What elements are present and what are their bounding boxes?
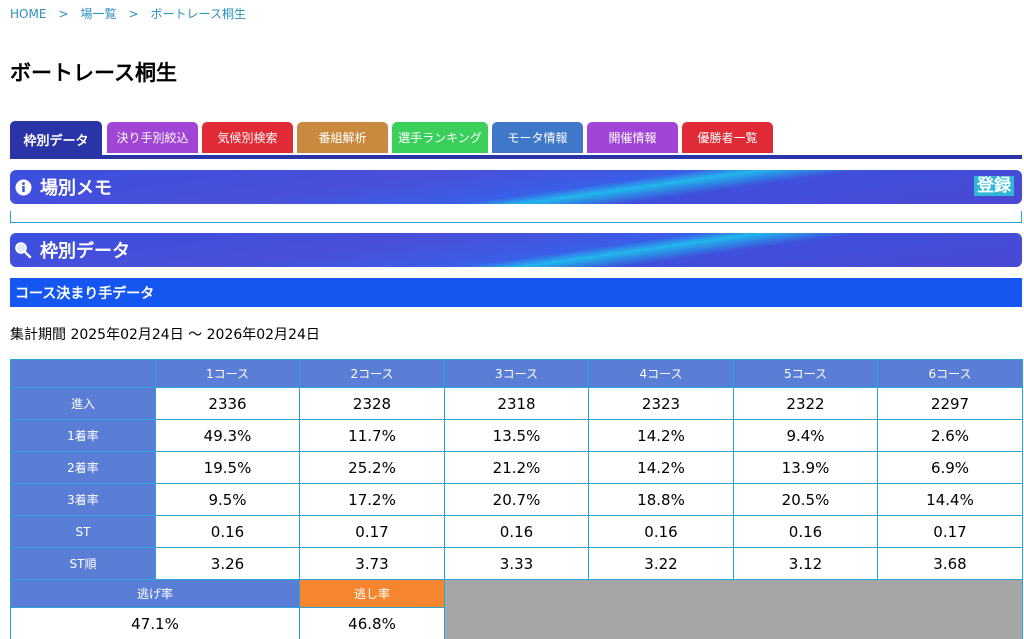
table-cell: 2328	[299, 387, 445, 420]
table-header-cell: 5コース	[733, 359, 878, 388]
memo-title: 場別メモ	[40, 178, 112, 199]
table-cell: 20.5%	[733, 483, 878, 516]
tab-underline	[10, 155, 1022, 159]
empty-gray-area	[444, 579, 1023, 639]
breadcrumb-separator: >	[58, 7, 69, 21]
table-cell: 20.7%	[444, 483, 589, 516]
tab-program-analysis[interactable]: 番組解析	[297, 122, 388, 153]
table-row: 進入 2336 2328 2318 2323 2322 2297	[10, 387, 1023, 420]
table-cell: 9.5%	[155, 483, 300, 516]
course-kimarite-heading: コース決まり手データ	[10, 278, 1022, 307]
table-row: ST順 3.26 3.73 3.33 3.22 3.12 3.68	[10, 547, 1023, 580]
table-header-cell	[10, 359, 156, 388]
table-cell: 18.8%	[588, 483, 734, 516]
table-cell: 14.2%	[588, 419, 734, 452]
rate-value-row: 47.1% 46.8%	[10, 607, 1023, 639]
table-cell: 0.16	[155, 515, 300, 548]
breadcrumb-separator: >	[128, 7, 139, 21]
table-cell: 3.22	[588, 547, 734, 580]
sashi-rate-label: 逃し率	[299, 579, 445, 608]
row-label: 3着率	[10, 483, 156, 516]
table-cell: 3.12	[733, 547, 878, 580]
table-cell: 0.16	[444, 515, 589, 548]
table-cell: 2297	[877, 387, 1023, 420]
table-cell: 9.4%	[733, 419, 878, 452]
table-row: 1着率 49.3% 11.7% 13.5% 14.2% 9.4% 2.6%	[10, 419, 1023, 452]
row-label: ST	[10, 515, 156, 548]
table-cell: 17.2%	[299, 483, 445, 516]
waku-data-banner: 枠別データ	[10, 233, 1022, 267]
nige-rate-label: 逃げ率	[10, 579, 300, 608]
table-header-cell: 3コース	[444, 359, 589, 388]
waku-data-title: 枠別データ	[40, 241, 130, 262]
table-header-row: 1コース 2コース 3コース 4コース 5コース 6コース	[10, 359, 1023, 388]
table-header-cell: 6コース	[877, 359, 1023, 388]
table-cell: 0.16	[733, 515, 878, 548]
table-cell: 21.2%	[444, 451, 589, 484]
breadcrumb: HOME > 場一覧 > ボートレース桐生	[10, 5, 246, 22]
register-button[interactable]: 登録	[974, 176, 1014, 196]
table-cell: 13.5%	[444, 419, 589, 452]
table-header-cell: 4コース	[588, 359, 734, 388]
table-cell: 13.9%	[733, 451, 878, 484]
nige-rate-value: 47.1%	[10, 607, 300, 639]
table-cell: 6.9%	[877, 451, 1023, 484]
tab-racer-ranking[interactable]: 選手ランキング	[392, 122, 488, 153]
table-cell: 3.68	[877, 547, 1023, 580]
table-cell: 2322	[733, 387, 878, 420]
tab-weather-search[interactable]: 気候別検索	[202, 122, 293, 153]
breadcrumb-home-link[interactable]: HOME	[10, 7, 47, 21]
row-label: 1着率	[10, 419, 156, 452]
table-cell: 2318	[444, 387, 589, 420]
table-cell: 0.17	[299, 515, 445, 548]
breadcrumb-current-link[interactable]: ボートレース桐生	[150, 7, 246, 21]
tab-motor-info[interactable]: モータ情報	[492, 122, 583, 153]
table-cell: 3.26	[155, 547, 300, 580]
memo-banner: 場別メモ 登録	[10, 170, 1022, 204]
info-icon	[14, 178, 32, 196]
row-label: ST順	[10, 547, 156, 580]
course-stats-table: 1コース 2コース 3コース 4コース 5コース 6コース 進入 2336 23…	[10, 359, 1023, 639]
table-header-cell: 1コース	[155, 359, 300, 388]
table-cell: 0.17	[877, 515, 1023, 548]
tab-kimarite-filter[interactable]: 決り手別絞込	[107, 122, 198, 153]
tab-waku-data[interactable]: 枠別データ	[10, 121, 102, 157]
table-cell: 14.4%	[877, 483, 1023, 516]
row-label: 2着率	[10, 451, 156, 484]
table-cell: 14.2%	[588, 451, 734, 484]
page-title: ボートレース桐生	[10, 61, 177, 85]
table-cell: 2323	[588, 387, 734, 420]
tab-winners-list[interactable]: 優勝者一覧	[682, 122, 773, 153]
table-cell: 0.16	[588, 515, 734, 548]
row-label: 進入	[10, 387, 156, 420]
sashi-rate-value: 46.8%	[299, 607, 445, 639]
aggregation-period: 集計期間 2025年02月24日 〜 2026年02月24日	[10, 327, 320, 343]
magnifier-icon	[14, 241, 32, 259]
table-cell: 2336	[155, 387, 300, 420]
table-cell: 49.3%	[155, 419, 300, 452]
rate-header-row: 逃げ率 逃し率	[10, 579, 1023, 639]
table-cell: 3.33	[444, 547, 589, 580]
table-row: 3着率 9.5% 17.2% 20.7% 18.8% 20.5% 14.4%	[10, 483, 1023, 516]
table-cell: 25.2%	[299, 451, 445, 484]
table-cell: 3.73	[299, 547, 445, 580]
table-header-cell: 2コース	[299, 359, 445, 388]
table-cell: 2.6%	[877, 419, 1023, 452]
breadcrumb-list-link[interactable]: 場一覧	[80, 7, 117, 21]
table-row: ST 0.16 0.17 0.16 0.16 0.16 0.17	[10, 515, 1023, 548]
table-cell: 11.7%	[299, 419, 445, 452]
table-cell: 19.5%	[155, 451, 300, 484]
memo-content-box	[10, 211, 1022, 223]
tab-event-info[interactable]: 開催情報	[587, 122, 678, 153]
table-row: 2着率 19.5% 25.2% 21.2% 14.2% 13.9% 6.9%	[10, 451, 1023, 484]
